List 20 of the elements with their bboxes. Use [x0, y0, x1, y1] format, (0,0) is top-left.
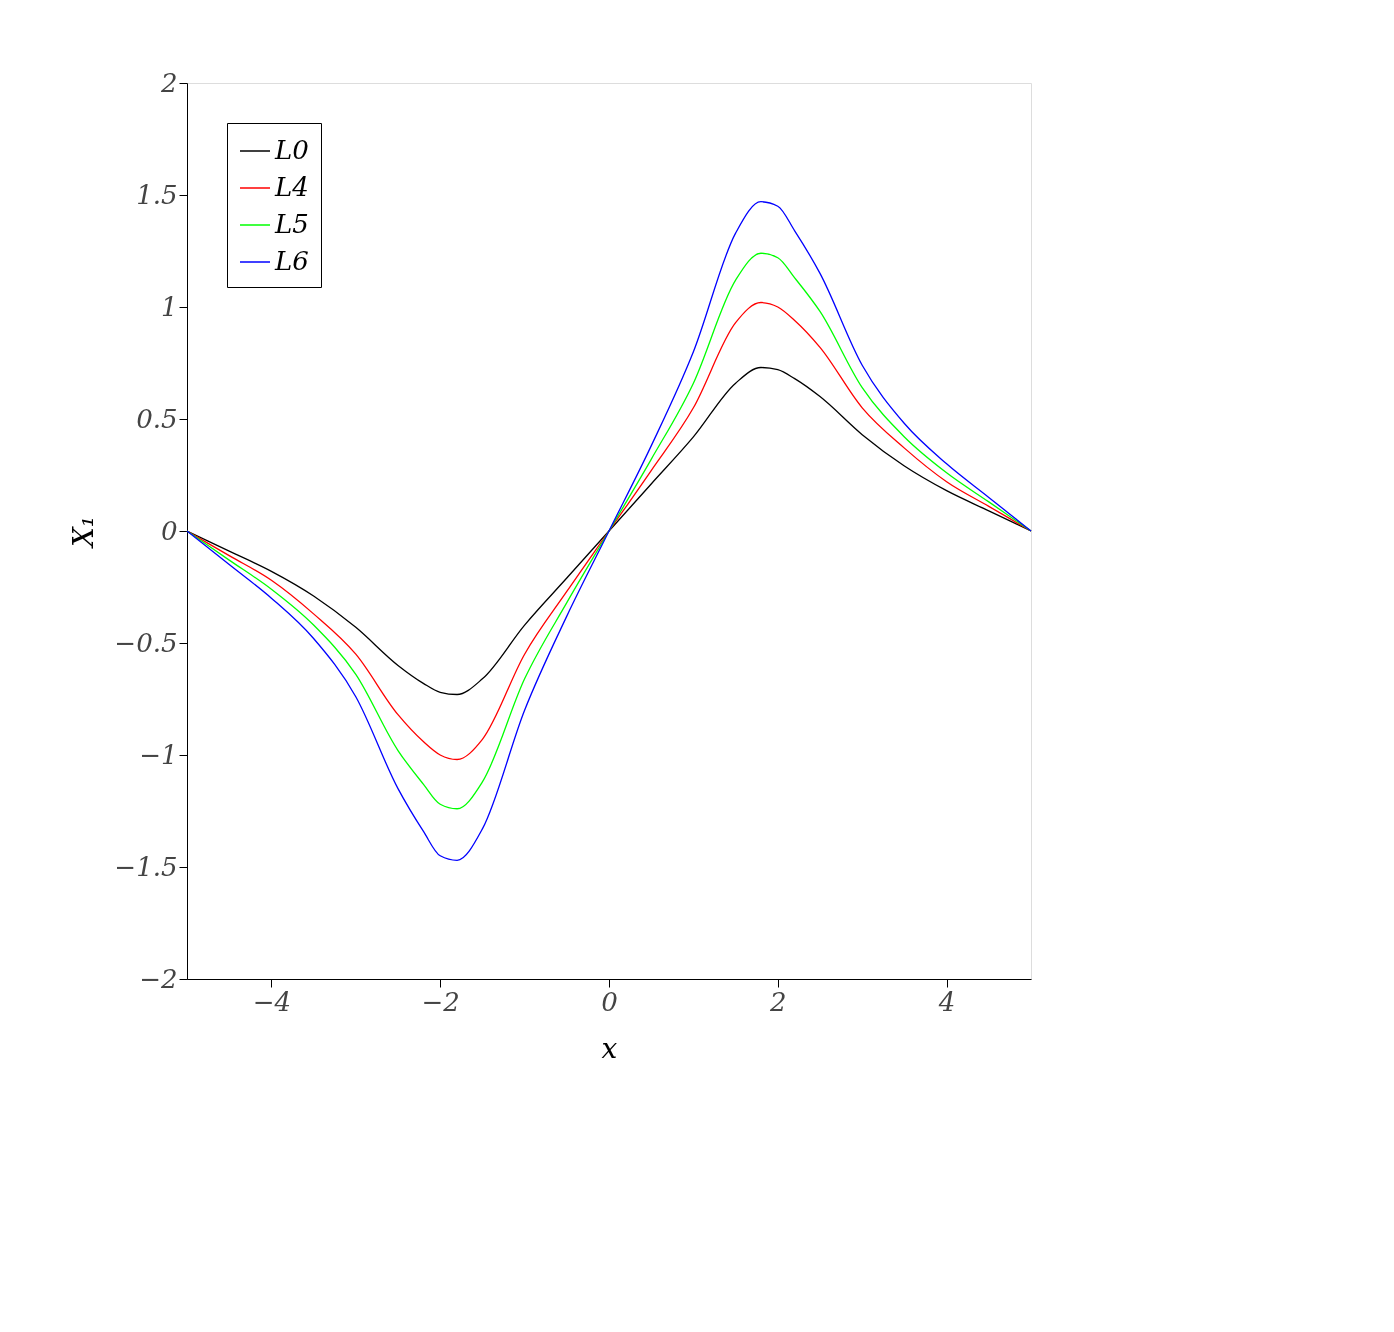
y-axis-title: X₁	[67, 515, 101, 550]
x-tick-label: 4	[937, 986, 956, 1017]
legend-label: L6	[274, 246, 309, 276]
y-tick-label: 0.5	[136, 403, 178, 434]
y-tick-label: −0.5	[114, 627, 178, 658]
x-tick-label: 0	[601, 986, 618, 1017]
x-tick-label: 2	[769, 986, 787, 1017]
y-tick-label: 2	[159, 67, 178, 98]
y-tick-label: −1.5	[114, 851, 178, 882]
x-axis-title: x	[601, 1031, 618, 1065]
y-tick-label: 1.5	[136, 179, 178, 210]
legend-label: L5	[274, 209, 309, 239]
y-tick-label: −1	[139, 739, 178, 770]
y-tick-label: 1	[160, 291, 178, 322]
x-tick-label: −2	[421, 986, 460, 1017]
legend-label: L0	[274, 135, 309, 165]
legend-label: L4	[274, 172, 309, 202]
x-tick-label: −4	[252, 986, 292, 1017]
y-tick-label: 0	[160, 515, 178, 546]
y-tick-label: −2	[139, 963, 178, 994]
